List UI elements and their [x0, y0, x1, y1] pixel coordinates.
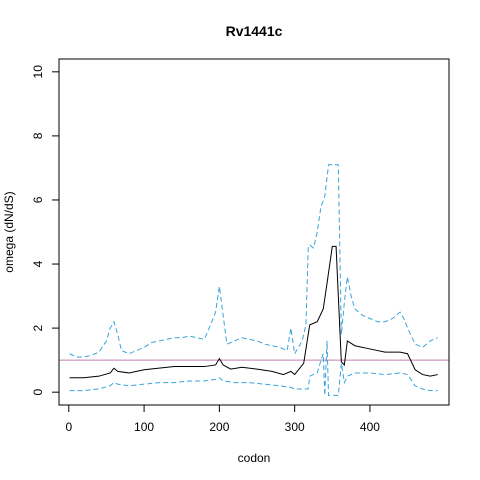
x-tick-label: 400	[360, 420, 380, 434]
plot-frame	[58, 58, 450, 406]
x-axis: 0 100 200 300 400	[65, 404, 380, 434]
y-tick-label: 0	[31, 389, 45, 396]
y-tick-label: 8	[31, 132, 45, 139]
y-axis: 0 2 4 6 8 10	[31, 65, 60, 396]
y-tick-label: 10	[31, 65, 45, 79]
x-axis-label: codon	[238, 451, 271, 465]
y-tick-label: 4	[31, 260, 45, 267]
lower-bound-line	[69, 340, 438, 396]
plot-area	[59, 164, 449, 396]
x-tick-label: 100	[134, 420, 154, 434]
x-tick-label: 200	[209, 420, 229, 434]
y-tick-label: 6	[31, 196, 45, 203]
x-tick-label: 300	[285, 420, 305, 434]
chart-title: Rv1441c	[226, 23, 283, 39]
series-layer	[59, 164, 449, 396]
x-tick-label: 0	[65, 420, 72, 434]
y-axis-label: omega (dN/dS)	[2, 191, 16, 272]
y-tick-label: 2	[31, 324, 45, 331]
upper-bound-line	[69, 164, 438, 358]
omega-line	[69, 245, 438, 379]
